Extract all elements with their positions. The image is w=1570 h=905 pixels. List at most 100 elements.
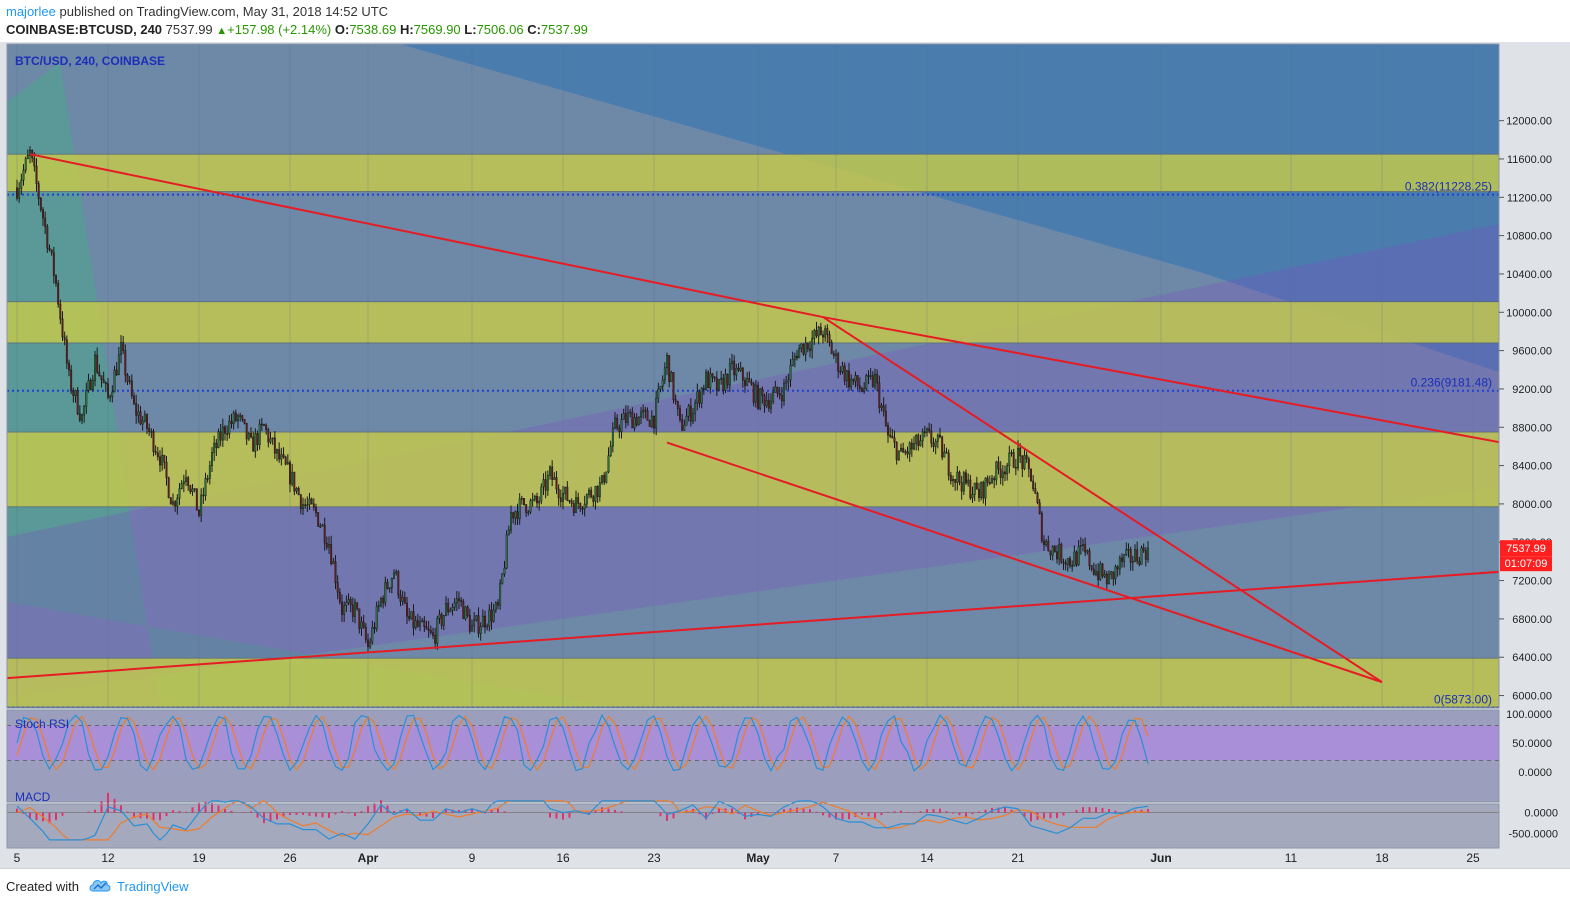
candle-body [557,488,560,499]
x-tick-label: 18 [1375,851,1389,865]
candle-body [122,342,125,351]
candle-body [239,415,242,417]
tradingview-link[interactable]: TradingView [117,879,189,894]
x-tick-label: 25 [1466,851,1480,865]
candle-body [783,382,785,402]
candle-body [832,353,835,356]
candle-body [280,454,283,460]
candle-body [553,477,556,480]
candle-body [900,447,902,452]
candle-body [85,390,88,407]
stoch-rsi-pane[interactable]: Stoch RSI [6,709,1500,803]
candle-body [182,481,185,485]
price-axis[interactable]: 12000.00 11600.00 11200.00 10800.00 10400.00… [1499,42,1570,850]
main-pane[interactable]: 0.382(11228.25) 0.236(9181.48) 0(5873.00) [4,44,1551,848]
y-tick-label: 11600.00 [1507,154,1552,166]
candle-body [120,342,122,355]
close-value: 7537.99 [540,22,588,37]
candle-body [644,409,647,412]
candle-body [325,542,328,548]
candle-body [930,430,933,444]
candle-body [796,355,798,359]
candle-body [975,482,978,490]
candle-body [731,360,733,365]
x-tick-label: 19 [192,851,206,865]
candle-body [614,417,616,429]
candle-body [169,497,172,505]
candle-body [386,581,389,589]
candle-body [265,424,268,430]
candle-body [148,428,151,432]
candle-body [858,385,861,389]
candle-body [293,471,296,492]
candle-body [917,434,920,446]
candle-body [468,615,471,632]
candle-body [707,371,710,389]
candle-body [1062,561,1065,564]
price-axis-bg [1500,42,1570,850]
candle-body [1097,571,1100,580]
candle-body [471,625,473,632]
price-chart[interactable]: 0.382(11228.25)0.236(9181.48)0(5873.00) … [0,42,1570,868]
candle-body [772,392,775,402]
candle-body [869,375,872,377]
candle-body [341,601,343,615]
candle-body [258,423,261,445]
candle-body [943,451,946,458]
indicator-axis: 100.0000 50.0000 0.0000 0.0000 -500.0000 [1506,709,1558,841]
candle-body [94,354,96,381]
zone-band-3 [7,431,1499,508]
candle-body [1047,540,1050,552]
candle-body [176,497,179,507]
candle-body [822,334,824,338]
candle-body [1064,562,1067,565]
candle-body [969,479,972,499]
fib-label: 0.382(11228.25) [1405,180,1492,194]
candle-body [1010,452,1013,454]
candle-body [284,456,287,465]
candle-body [1092,568,1095,575]
candle-body [453,602,456,608]
time-axis[interactable]: 5 12 19 26 Apr 9 16 23 May 7 14 21 Jun 11 18 25 [14,851,1480,865]
candle-body [724,373,727,392]
candle-body [128,380,131,383]
candle-body [728,363,731,386]
candle-body [133,395,135,404]
candle-body [163,454,166,463]
candle-body [252,436,255,452]
candle-body [815,330,818,337]
candle-body [1125,549,1128,555]
candle-body [689,405,692,422]
candle-body [393,572,395,579]
candle-body [642,409,645,413]
candle-body [1138,560,1141,565]
candle-body [167,477,170,499]
trendline-5 [7,570,1499,680]
candle-body [295,487,298,492]
candle-body [722,377,725,392]
candle-body [343,605,346,615]
candle-body [152,431,155,452]
candle-body [96,354,99,373]
candle-body [960,481,963,492]
macd-pane[interactable]: MACD [6,790,1500,849]
candle-body [1095,571,1097,575]
candle-body [982,482,985,499]
candle-body [29,150,31,156]
x-tick-label: 12 [101,851,115,865]
candle-body [193,488,196,491]
author-link[interactable]: majorlee [6,4,56,19]
candle-body [59,303,62,320]
candle-body [503,567,506,575]
candle-body [735,367,738,376]
candle-body [546,475,549,491]
candle-body [655,397,658,429]
macd-tick-label: -500.0000 [1508,829,1558,841]
candle-body [451,606,454,611]
trendline-3 [822,316,1383,683]
candle-body [813,330,816,339]
candle-body [618,427,621,432]
candle-body [739,367,742,371]
candle-body [798,348,801,359]
candle-body [150,431,153,433]
